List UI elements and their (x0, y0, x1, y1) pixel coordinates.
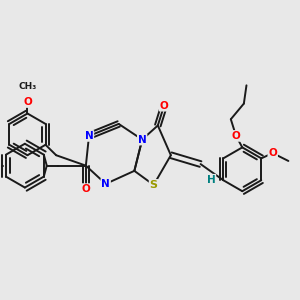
Text: CH₃: CH₃ (18, 82, 37, 91)
Text: O: O (268, 148, 277, 158)
Text: N: N (101, 179, 110, 189)
Text: H: H (207, 175, 215, 185)
Text: S: S (150, 180, 158, 190)
Text: O: O (23, 97, 32, 107)
Text: N: N (85, 131, 93, 141)
Text: O: O (232, 131, 240, 141)
Text: O: O (82, 184, 90, 194)
Text: O: O (160, 101, 169, 111)
Text: N: N (138, 135, 147, 145)
